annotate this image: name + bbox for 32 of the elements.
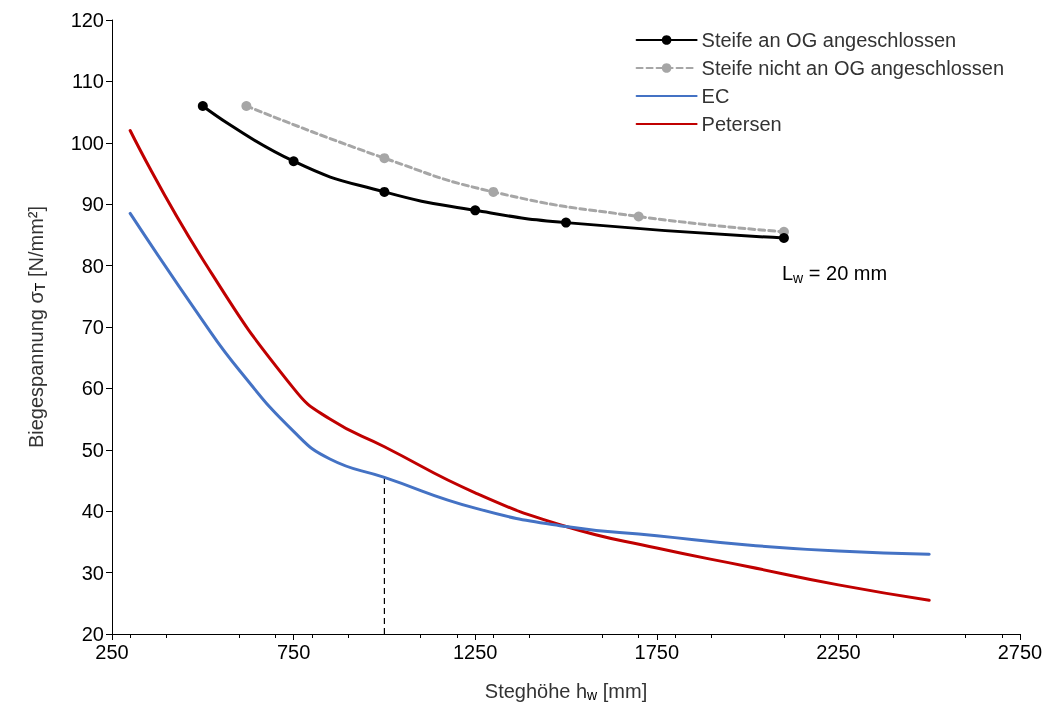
y-tick-label: 80: [81, 254, 104, 277]
y-tick-label: 90: [81, 193, 104, 216]
y-tick-label: 30: [81, 561, 104, 584]
y-tick-label: 110: [72, 70, 104, 93]
y-tick-label: 120: [70, 9, 104, 31]
legend-label: EC: [701, 85, 730, 107]
legend-label: Steife nicht an OG angeschlossen: [701, 57, 1004, 79]
point: [561, 217, 571, 228]
x-tick-label: 2750: [997, 641, 1043, 663]
point: [778, 232, 789, 243]
y-axis-title: Biegespannung σT [N/mm²]: [24, 205, 48, 449]
line-series: [128, 129, 931, 602]
x-tick-label: 750: [276, 641, 311, 663]
y-tick-label: 40: [81, 500, 104, 523]
y-tick-label: 100: [70, 131, 104, 154]
legend-label: Steife an OG angeschlossen: [701, 29, 957, 51]
point: [633, 211, 644, 222]
point: [241, 100, 252, 111]
point: [470, 205, 481, 216]
legend-label: Petersen: [701, 113, 782, 135]
point: [197, 100, 208, 111]
point: [488, 186, 499, 197]
x-tick-label: 1250: [452, 641, 498, 663]
point: [379, 186, 390, 197]
line-series: [128, 211, 931, 556]
x-tick-label: 2250: [816, 641, 861, 663]
y-tick-label: 50: [81, 438, 104, 461]
y-tick-label: 70: [81, 316, 104, 338]
point: [379, 153, 390, 164]
y-tick-label: 60: [81, 377, 104, 400]
x-tick-label: 1750: [634, 641, 680, 663]
point: [288, 156, 299, 167]
